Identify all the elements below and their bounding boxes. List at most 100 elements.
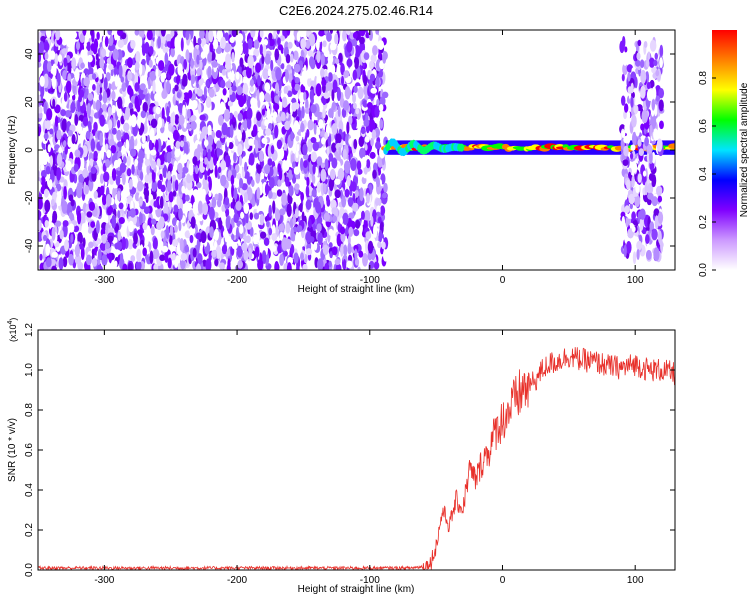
heatmap-cell: [287, 41, 293, 49]
heatmap-cell: [62, 70, 68, 80]
heatmap-cell: [649, 39, 657, 52]
heatmap-cell: [192, 201, 200, 216]
heatmap-cell: [253, 39, 260, 50]
heatmap-cell: [145, 93, 149, 102]
heatmap-cell: [235, 200, 242, 211]
heatmap-cell: [313, 241, 318, 251]
heatmap-cell: [655, 185, 663, 196]
heatmap-cell: [623, 145, 629, 157]
heatmap-cell: [624, 122, 629, 134]
heatmap-cell: [105, 241, 111, 250]
heatmap-cell: [373, 261, 380, 270]
heatmap-cell: [126, 155, 131, 167]
heatmap-cell: [377, 40, 385, 50]
heatmap-cell: [54, 115, 59, 127]
heatmap-cell: [362, 252, 368, 267]
heatmap-cell: [143, 206, 150, 214]
heatmap-cell: [131, 164, 135, 175]
heatmap-cell: [297, 193, 302, 207]
heatmap-cell: [300, 84, 305, 94]
heatmap-cell: [176, 92, 181, 99]
heatmap-cell: [241, 242, 248, 252]
heatmap-cell: [166, 179, 172, 193]
heatmap-cell: [268, 38, 275, 47]
heatmap-cell: [329, 30, 333, 34]
heatmap-cell: [301, 106, 305, 119]
heatmap-cell: [236, 33, 244, 43]
heatmap-cell: [108, 119, 113, 130]
heatmap-cell: [328, 260, 332, 268]
heatmap-cell: [286, 64, 292, 71]
heatmap-cell: [198, 79, 204, 86]
heatmap-cell: [343, 160, 351, 174]
heatmap-cell: [206, 134, 214, 147]
heatmap-cell: [374, 105, 380, 118]
y-tick-label: 0.6: [24, 443, 35, 457]
heatmap-cell: [136, 248, 142, 263]
heatmap-cell: [190, 74, 196, 85]
heatmap-cell: [239, 224, 244, 235]
heatmap-cell: [346, 41, 353, 53]
heatmap-cell: [45, 257, 52, 268]
heatmap-cell: [312, 141, 320, 152]
heatmap-cell: [134, 192, 141, 202]
heatmap-cell: [135, 50, 141, 63]
heatmap-cell: [292, 161, 296, 169]
heatmap-cell: [275, 115, 282, 124]
heatmap-cell: [293, 102, 300, 110]
heatmap-cell: [54, 104, 61, 114]
heatmap-cell: [97, 248, 102, 261]
heatmap-cell: [167, 170, 171, 182]
heatmap-cell: [59, 229, 64, 240]
heatmap-cell: [61, 200, 68, 214]
heatmap-cell: [209, 43, 214, 53]
heatmap-cell: [100, 146, 105, 161]
heatmap-cell: [188, 162, 194, 176]
heatmap-cell: [87, 54, 93, 63]
heatmap-cell: [164, 252, 169, 263]
heatmap-cell: [85, 254, 92, 266]
heatmap-cell: [280, 111, 286, 122]
heatmap-cell: [639, 208, 646, 220]
heatmap-cell: [114, 242, 120, 250]
heatmap-cell: [296, 31, 301, 42]
heatmap-cell: [83, 222, 89, 233]
heatmap-cell: [245, 65, 252, 79]
heatmap-cell: [628, 193, 635, 205]
heatmap-cell: [249, 226, 254, 237]
heatmap-cell: [255, 172, 261, 184]
heatmap-cell: [231, 30, 238, 38]
heatmap-cell: [196, 49, 200, 56]
heatmap-cell: [330, 43, 334, 51]
heatmap-cell: [64, 109, 72, 118]
heatmap-cell: [307, 119, 315, 131]
heatmap-cell: [369, 260, 375, 269]
heatmap-cell: [279, 147, 285, 160]
heatmap-cell: [365, 192, 370, 204]
heatmap-cell: [348, 226, 354, 237]
heatmap-cell: [211, 264, 215, 270]
heatmap-cell: [41, 153, 49, 166]
heatmap-cell: [137, 114, 141, 129]
heatmap-cell: [621, 216, 626, 230]
heatmap-cell: [174, 224, 178, 233]
heatmap-cell: [261, 250, 267, 265]
heatmap-cell: [325, 194, 330, 203]
heatmap-cell: [180, 252, 188, 261]
heatmap-cell: [64, 144, 68, 155]
y-tick-label: -40: [24, 238, 35, 253]
heatmap-cell: [78, 173, 85, 184]
heatmap-cell: [184, 245, 189, 253]
heatmap-cell: [257, 131, 261, 138]
heatmap-cell: [326, 146, 330, 156]
heatmap-cell: [117, 210, 121, 219]
heatmap-cell: [252, 234, 258, 245]
heatmap-cell: [91, 73, 97, 80]
heatmap-cell: [46, 61, 52, 72]
y-tick-label: 0.0: [24, 563, 35, 577]
heatmap-cell: [160, 184, 166, 193]
heatmap-cell: [293, 120, 300, 133]
heatmap-cell: [214, 240, 218, 250]
heatmap-cell: [352, 102, 357, 110]
